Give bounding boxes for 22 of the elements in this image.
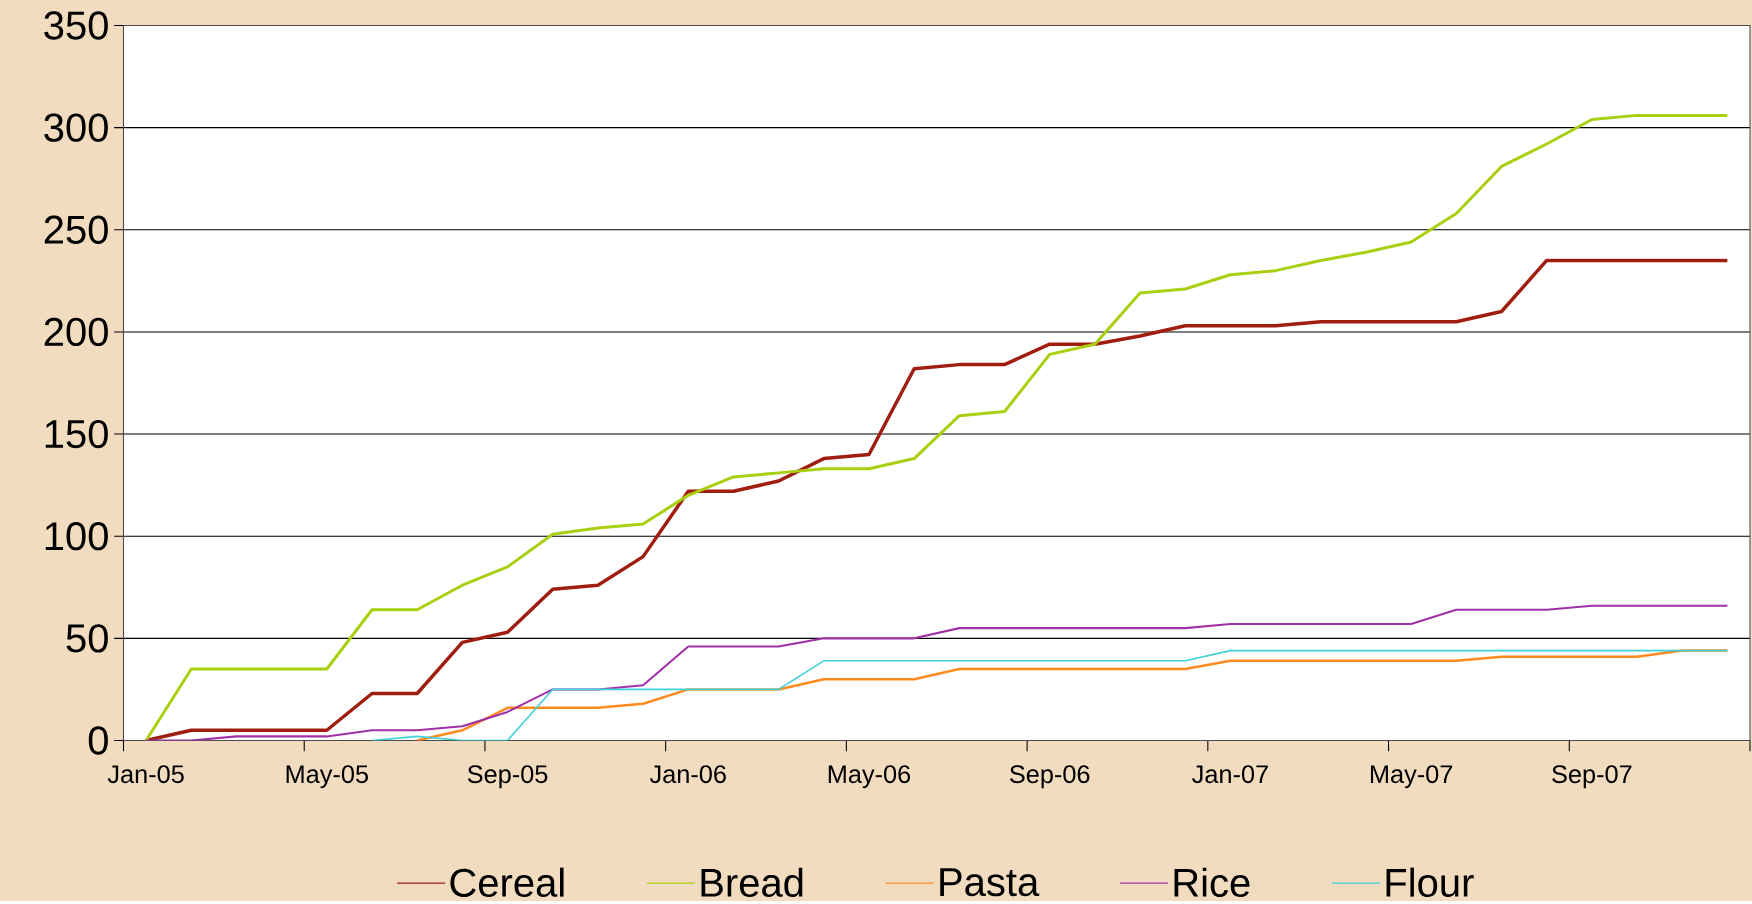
y-tick-label: 100 [45, 522, 108, 551]
y-tick-label: 50 [66, 624, 108, 653]
x-tick-label: May-07 [1370, 765, 1453, 789]
y-tick-label: 250 [44, 215, 108, 244]
legend-label: Rice [1174, 867, 1250, 898]
x-tick-label: May-06 [828, 765, 911, 789]
legend-label: Flour [1386, 867, 1474, 898]
legend-label: Cereal [450, 867, 564, 898]
x-tick-label: Sep-06 [1010, 765, 1090, 789]
x-tick-label: Sep-05 [467, 765, 548, 789]
y-tick-label: 300 [44, 113, 108, 142]
x-tick-label: May-05 [286, 765, 368, 789]
y-tick-label: 0 [88, 726, 108, 755]
y-tick-label: 150 [45, 419, 108, 449]
y-tick-label: 350 [44, 11, 108, 40]
y-tick-label: 200 [44, 317, 108, 347]
legend-label: Pasta [940, 868, 1040, 897]
x-tick-label: Jan-06 [649, 765, 726, 784]
legend-label: Bread [701, 867, 803, 898]
x-tick-label: Jan-05 [107, 765, 184, 784]
x-tick-label: Sep-07 [1552, 765, 1632, 789]
x-tick-label: Jan-07 [1192, 765, 1268, 784]
